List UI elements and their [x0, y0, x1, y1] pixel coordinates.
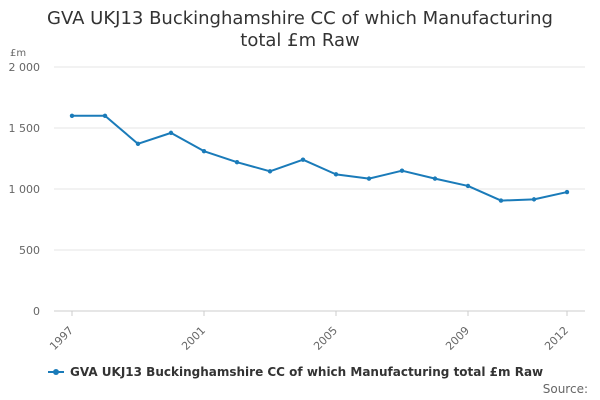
- chart-title-line-1: GVA UKJ13 Buckinghamshire CC of which Ma…: [47, 8, 553, 29]
- y-tick-label: 2 000: [9, 61, 41, 74]
- data-point: [69, 113, 75, 119]
- data-point: [399, 168, 405, 173]
- chart-title-line-2: total £m Raw: [240, 30, 360, 51]
- legend-swatch-marker: [53, 369, 59, 375]
- data-point: [135, 141, 141, 147]
- data-point: [333, 172, 339, 177]
- x-tick-label: 1997: [47, 324, 76, 353]
- data-point: [201, 148, 207, 154]
- data-point: [465, 183, 471, 189]
- y-tick-label: 1 500: [9, 122, 41, 135]
- data-point: [531, 197, 537, 202]
- x-tick-label: 2009: [443, 324, 472, 353]
- y-axis-unit-label: £m: [10, 48, 26, 59]
- data-point: [498, 198, 504, 203]
- y-tick-label: 500: [19, 244, 40, 257]
- source-label: Source:: [542, 382, 588, 396]
- data-point: [267, 169, 273, 174]
- chart-title: GVA UKJ13 Buckinghamshire CC of which Ma…: [0, 8, 600, 52]
- x-tick-label: 2012: [542, 324, 571, 353]
- x-tick-label: 2005: [311, 324, 340, 353]
- data-point: [432, 176, 438, 181]
- y-tick-label: 0: [33, 305, 40, 318]
- data-point: [300, 157, 306, 162]
- x-tick-label: 2001: [179, 324, 208, 353]
- data-point: [234, 159, 240, 165]
- data-point: [102, 113, 108, 119]
- legend-swatch: [48, 367, 64, 377]
- data-point: [366, 176, 372, 181]
- series-layer: [69, 113, 570, 203]
- axis-layer: 0 500 1 000 1 500 2 000 1997 2001 2005 2009 2012: [9, 61, 585, 353]
- grid-layer: [54, 66, 585, 251]
- y-tick-label: 1 000: [9, 183, 41, 196]
- series-line: [71, 114, 568, 202]
- legend-label: GVA UKJ13 Buckinghamshire CC of which Ma…: [70, 365, 544, 379]
- legend[interactable]: GVA UKJ13 Buckinghamshire CC of which Ma…: [48, 365, 543, 379]
- data-point: [168, 130, 174, 136]
- data-point: [564, 189, 570, 195]
